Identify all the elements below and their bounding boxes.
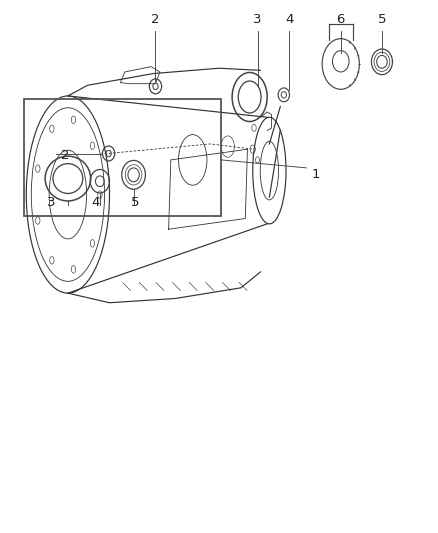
Text: 6: 6 <box>336 13 345 26</box>
Text: 2: 2 <box>60 149 69 162</box>
Bar <box>24 99 221 216</box>
Text: 3: 3 <box>47 196 56 208</box>
Text: 5: 5 <box>378 13 386 26</box>
Text: 1: 1 <box>311 168 320 181</box>
Text: 4: 4 <box>91 196 100 208</box>
Text: 2: 2 <box>151 13 160 26</box>
Text: 4: 4 <box>285 13 293 26</box>
Text: 3: 3 <box>253 13 262 26</box>
Text: 5: 5 <box>131 196 139 208</box>
